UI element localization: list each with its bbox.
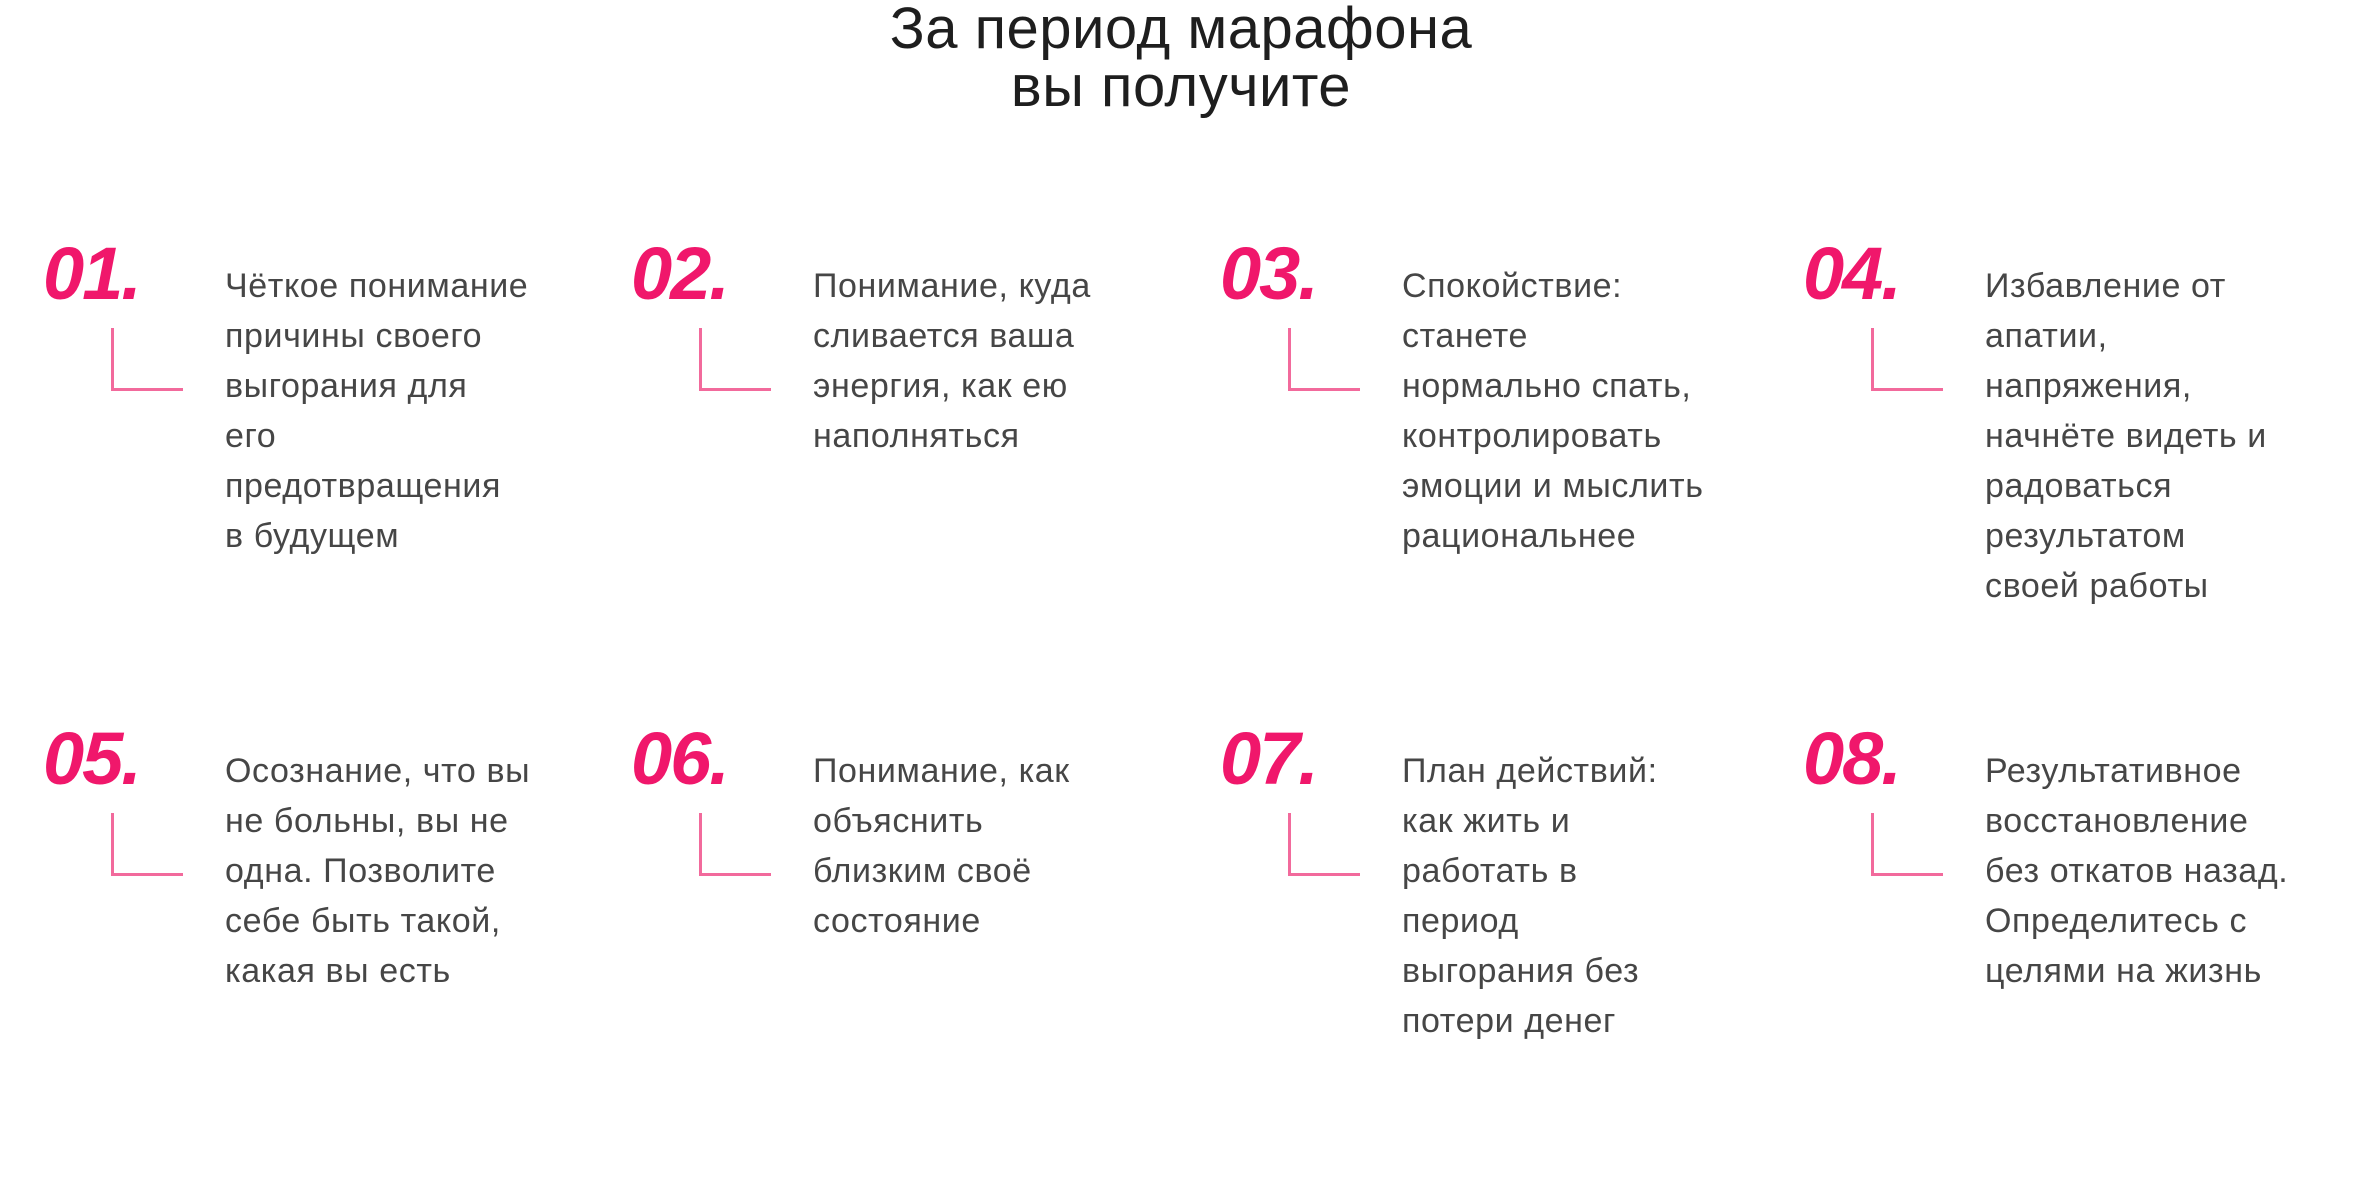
description-line: нормально спать,: [1402, 367, 1692, 405]
description-line: выгорания без: [1402, 952, 1640, 990]
description-line: Результативное: [1985, 752, 2242, 790]
connector-line: [1871, 388, 1943, 391]
item-description: Понимание, как объяснить близким своё состо…: [813, 746, 1070, 946]
description-line: Чёткое понимание: [225, 267, 529, 305]
description-line: восстановление: [1985, 802, 2249, 840]
item-description: Результативное восстановление без откатов …: [1985, 746, 2288, 996]
description-line: предотвращения: [225, 467, 502, 505]
item-number: 03.: [1220, 232, 1319, 315]
connector-line: [1288, 873, 1360, 876]
title-line: За период марафона: [889, 0, 1473, 61]
description-line: энергия, как ею: [813, 367, 1068, 405]
connector-line: [699, 813, 702, 876]
description-line: рациональнее: [1402, 517, 1637, 555]
benefit-item: 04. Избавление от апатии, напряжения, начнёт…: [1803, 237, 2362, 705]
description-line: в будущем: [225, 517, 400, 555]
item-number: 08.: [1803, 717, 1902, 800]
connector-line: [111, 813, 114, 876]
item-description: План действий: как жить и работать в период…: [1402, 746, 1658, 1046]
description-line: апатии,: [1985, 317, 2108, 355]
description-line: работать в: [1402, 852, 1578, 890]
connector-line: [1871, 328, 1874, 391]
connector-line: [111, 328, 114, 391]
connector-line: [1288, 813, 1291, 876]
description-line: сливается ваша: [813, 317, 1075, 355]
item-number: 05.: [43, 717, 142, 800]
connector-line: [1288, 328, 1291, 391]
description-line: целями на жизнь: [1985, 952, 2262, 990]
benefit-item: 07. План действий: как жить и работать в пер…: [1220, 722, 1800, 1190]
description-line: Понимание, куда: [813, 267, 1091, 305]
benefit-item: 01. Чёткое понимание причины своего выгоран…: [43, 237, 623, 705]
description-line: близким своё: [813, 852, 1032, 890]
description-line: его: [225, 417, 277, 455]
description-line: Определитесь с: [1985, 902, 2248, 940]
benefit-item: 05. Осознание, что вы не больны, вы не одна…: [43, 722, 623, 1190]
description-line: одна. Позволите: [225, 852, 496, 890]
description-line: выгорания для: [225, 367, 468, 405]
connector-line: [1288, 388, 1360, 391]
description-line: себе быть такой,: [225, 902, 501, 940]
description-line: объяснить: [813, 802, 984, 840]
description-line: причины своего: [225, 317, 483, 355]
description-line: Осознание, что вы: [225, 752, 531, 790]
benefit-item: 06. Понимание, как объяснить близким своё со…: [631, 722, 1211, 1190]
item-number: 01.: [43, 232, 142, 315]
description-line: своей работы: [1985, 567, 2209, 605]
description-line: План действий:: [1402, 752, 1658, 790]
description-line: состояние: [813, 902, 981, 940]
description-line: результатом: [1985, 517, 2186, 555]
description-line: Спокойствие:: [1402, 267, 1623, 305]
description-line: период: [1402, 902, 1519, 940]
item-description: Спокойствие: станете нормально спать, контр…: [1402, 261, 1704, 561]
description-line: какая вы есть: [225, 952, 451, 990]
title-line: вы получите: [1010, 54, 1352, 119]
item-number: 06.: [631, 717, 730, 800]
description-line: радоваться: [1985, 467, 2173, 505]
item-number: 02.: [631, 232, 730, 315]
connector-line: [699, 328, 702, 391]
item-description: Понимание, куда сливается ваша энергия, ка…: [813, 261, 1091, 461]
description-line: эмоции и мыслить: [1402, 467, 1704, 505]
description-line: начнёте видеть и: [1985, 417, 2267, 455]
description-line: контролировать: [1402, 417, 1662, 455]
connector-line: [111, 873, 183, 876]
description-line: станете: [1402, 317, 1528, 355]
item-description: Избавление от апатии, напряжения, начнёте в…: [1985, 261, 2267, 611]
description-line: напряжения,: [1985, 367, 2192, 405]
benefit-item: 02. Понимание, куда сливается ваша энергия,…: [631, 237, 1211, 705]
connector-line: [111, 388, 183, 391]
description-line: без откатов назад.: [1985, 852, 2289, 890]
connector-line: [699, 873, 771, 876]
description-line: не больны, вы не: [225, 802, 509, 840]
description-line: Понимание, как: [813, 752, 1070, 790]
benefit-item: 08. Результативное восстановление без откат…: [1803, 722, 2362, 1190]
page-title: За период марафона вы получите: [0, 0, 2362, 116]
connector-line: [1871, 873, 1943, 876]
connector-line: [1871, 813, 1874, 876]
item-description: Чёткое понимание причины своего выгорания …: [225, 261, 528, 561]
description-line: как жить и: [1402, 802, 1571, 840]
description-line: наполняться: [813, 417, 1020, 455]
connector-line: [699, 388, 771, 391]
description-line: потери денег: [1402, 1002, 1617, 1040]
benefit-item: 03. Спокойствие: станете нормально спать, ко…: [1220, 237, 1800, 705]
item-number: 07.: [1220, 717, 1319, 800]
item-description: Осознание, что вы не больны, вы не одна. П…: [225, 746, 530, 996]
item-number: 04.: [1803, 232, 1902, 315]
description-line: Избавление от: [1985, 267, 2226, 305]
